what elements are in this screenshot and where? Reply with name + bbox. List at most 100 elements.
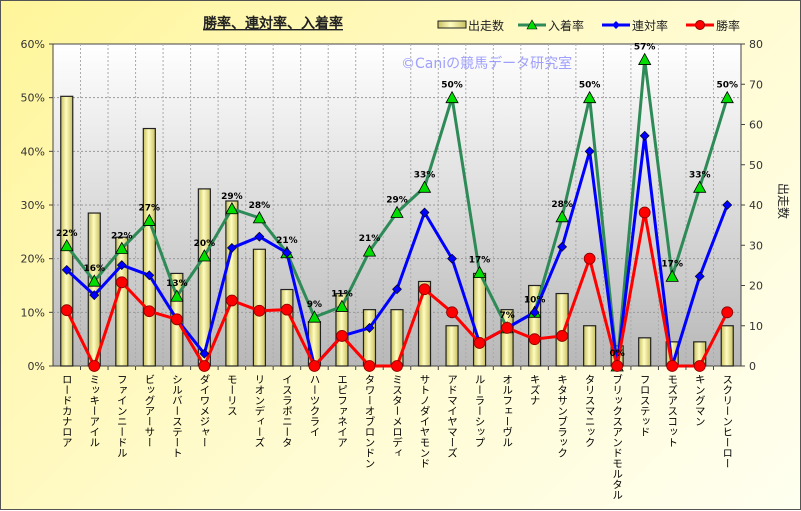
point-連対率 xyxy=(419,207,430,218)
point-勝率 xyxy=(556,330,569,342)
point-連対率 xyxy=(144,270,155,281)
legend-marker xyxy=(526,19,538,30)
point-勝率 xyxy=(308,360,321,372)
data-label-入着率: 7% xyxy=(499,311,514,321)
category-label: スクリーンヒーロー xyxy=(721,374,733,469)
point-入着率 xyxy=(693,180,707,193)
data-label-入着率: 57% xyxy=(634,43,656,53)
point-連対率 xyxy=(722,200,733,210)
data-label-入着率: 13% xyxy=(166,279,188,289)
bar-出走数 xyxy=(555,292,569,367)
legend-label: 連対率 xyxy=(632,18,668,33)
point-連対率 xyxy=(281,247,292,258)
point-入着率 xyxy=(555,209,569,223)
right-tick-label: 20 xyxy=(749,280,763,293)
point-勝率 xyxy=(281,303,293,316)
chart-title: 勝率、連対率、入着率 xyxy=(203,15,343,32)
point-勝率 xyxy=(583,252,596,265)
left-tick-label: 20% xyxy=(21,253,45,266)
data-label-入着率: 21% xyxy=(276,236,298,246)
point-連対率 xyxy=(61,265,72,275)
bar-出走数 xyxy=(583,325,597,367)
point-勝率 xyxy=(446,306,458,319)
bar-出走数 xyxy=(472,272,487,367)
category-label: オルフェーヴル xyxy=(501,374,513,448)
data-label-入着率: 22% xyxy=(111,231,133,241)
bar-出走数 xyxy=(60,95,74,367)
point-勝率 xyxy=(611,360,624,372)
category-label: タリスマニック xyxy=(584,374,596,448)
point-入着率 xyxy=(87,274,101,287)
category-label: ファインニードル xyxy=(116,374,128,458)
point-勝率 xyxy=(693,360,706,372)
bar-出走数 xyxy=(362,309,377,367)
left-tick-label: 30% xyxy=(21,199,45,212)
point-勝率 xyxy=(363,360,376,372)
point-連対率 xyxy=(89,290,100,301)
point-入着率 xyxy=(170,289,184,302)
data-label-入着率: 28% xyxy=(249,201,271,211)
right-tick-label: 60 xyxy=(749,119,763,132)
point-入着率 xyxy=(720,90,734,104)
left-tick-label: 50% xyxy=(21,92,45,105)
category-label: ブリックスアンドモルタル xyxy=(611,373,623,500)
bar-出走数 xyxy=(445,325,459,367)
point-連対率 xyxy=(199,348,210,359)
right-axis-label: 出走数 xyxy=(776,183,791,219)
data-label-入着率: 17% xyxy=(469,256,491,266)
category-label: キズナ xyxy=(529,374,541,406)
legend-swatch-bar xyxy=(437,20,467,29)
data-label-入着率: 33% xyxy=(689,170,711,180)
data-label-入着率: 9% xyxy=(307,300,322,310)
legend: 出走数 入着率 連対率 勝率 xyxy=(437,18,740,33)
data-label-入着率: 50% xyxy=(441,81,463,91)
category-label: ハーツクライ xyxy=(308,374,320,437)
legend-label: 勝率 xyxy=(716,18,740,33)
point-勝率 xyxy=(143,305,156,318)
category-label: モーリス xyxy=(226,374,238,416)
point-入着率 xyxy=(142,213,156,226)
point-連対率 xyxy=(694,271,705,282)
data-label-入着率: 10% xyxy=(524,295,546,305)
point-勝率 xyxy=(501,321,513,334)
point-連対率 xyxy=(254,231,265,242)
category-label: サトノダイヤモンド xyxy=(419,374,431,469)
data-label-入着率: 28% xyxy=(551,200,573,210)
point-連対率 xyxy=(447,253,457,264)
category-label: ロードカナロア xyxy=(61,374,73,448)
point-勝率 xyxy=(666,360,679,372)
point-勝率 xyxy=(60,304,73,317)
data-label-入着率: 27% xyxy=(139,204,161,214)
bar-出走数 xyxy=(280,288,294,367)
data-label-入着率: 50% xyxy=(716,81,738,91)
right-tick-label: 0 xyxy=(749,360,756,373)
left-tick-label: 0% xyxy=(28,360,45,373)
right-tick-label: 80 xyxy=(749,38,763,51)
point-勝率 xyxy=(336,330,348,342)
point-入着率 xyxy=(307,310,322,323)
legend-marker xyxy=(695,20,705,30)
data-label-入着率: 16% xyxy=(84,264,106,274)
point-勝率 xyxy=(528,333,541,346)
point-勝率 xyxy=(170,313,183,326)
legend-label: 入着率 xyxy=(548,18,584,33)
bar-出走数 xyxy=(142,127,156,367)
point-連対率 xyxy=(584,146,595,157)
data-label-入着率: 33% xyxy=(414,170,436,180)
category-label: ミッキーアイル xyxy=(88,374,100,448)
point-入着率 xyxy=(252,211,267,224)
point-勝率 xyxy=(253,304,266,317)
point-勝率 xyxy=(391,360,403,372)
left-tick-label: 40% xyxy=(21,145,45,158)
point-勝率 xyxy=(115,276,128,289)
left-tick-label: 60% xyxy=(21,38,45,51)
category-label: ビッグアーサー xyxy=(143,374,155,448)
point-連対率 xyxy=(557,241,568,252)
point-入着率 xyxy=(335,299,349,312)
data-label-入着率: 11% xyxy=(331,289,353,299)
right-tick-label: 40 xyxy=(749,199,763,212)
category-label: モズアスコット xyxy=(666,374,678,448)
right-tick-label: 30 xyxy=(749,239,763,252)
point-連対率 xyxy=(529,307,540,318)
